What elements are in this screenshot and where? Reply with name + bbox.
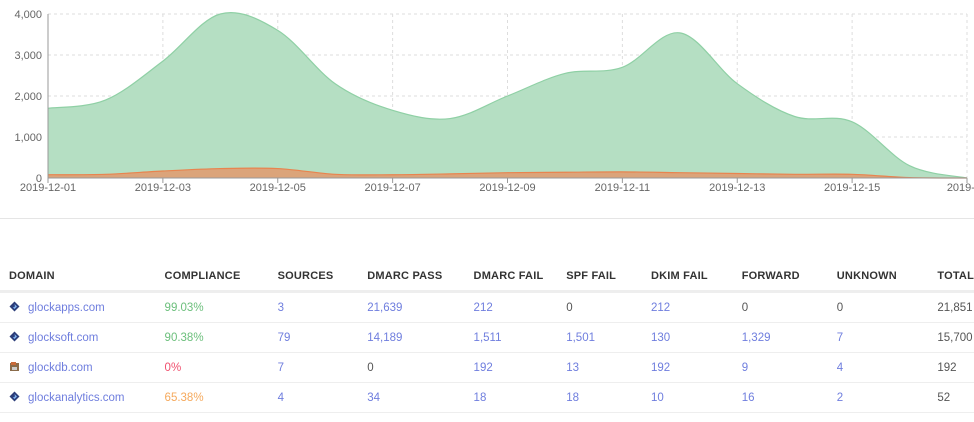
metric-cell[interactable]: 212: [641, 291, 733, 323]
metric-cell[interactable]: 7: [827, 322, 929, 353]
x-tick-label: 2019-12-01: [20, 182, 76, 194]
metric-cell[interactable]: 18: [557, 382, 642, 413]
compliance-cell: 90.38%: [155, 322, 269, 353]
total-cell: 52: [928, 382, 974, 413]
metric-cell[interactable]: 13: [557, 352, 642, 383]
glock-logo-icon: [9, 391, 20, 405]
area-compliant: [48, 12, 967, 179]
metric-cell: 0: [827, 291, 929, 323]
table-row: glocksoft.com 90.38% 79 14,189 1,511 1,501 130…: [0, 322, 974, 353]
metric-cell[interactable]: 130: [641, 322, 733, 353]
x-tick-label: 2019-12-11: [595, 182, 650, 194]
column-header-forward[interactable]: FORWARD: [732, 262, 828, 293]
metric-cell[interactable]: 1,501: [557, 322, 642, 353]
x-tick-label: 2019-12-07: [364, 182, 420, 194]
y-tick-label: 0: [36, 173, 42, 185]
table-row: glockdb.com 0% 7 0 192 13 192 9 4 192: [0, 352, 974, 383]
domain-cell: glockapps.com: [0, 291, 156, 323]
metric-cell[interactable]: 10: [641, 382, 733, 413]
x-tick-label: 2019-12-15: [824, 182, 880, 194]
metric-cell[interactable]: 4: [827, 352, 929, 383]
traffic-area-chart: 0 1,000 2,000 3,000 4,000 2019-12-01 2019-12-0…: [14, 9, 974, 194]
column-header-sources[interactable]: SOURCES: [268, 262, 359, 293]
column-header-dmarc-pass[interactable]: DMARC PASS: [358, 262, 465, 293]
total-cell: 192: [928, 352, 974, 383]
compliance-cell: 99.03%: [155, 291, 269, 323]
table-row: glockapps.com 99.03% 3 21,639 212 0 212 0 0 21,85…: [0, 291, 974, 323]
metric-cell: 0: [358, 352, 465, 383]
column-header-dmarc-fail[interactable]: DMARC FAIL: [464, 262, 558, 293]
domain-link[interactable]: glockdb.com: [28, 362, 93, 374]
metric-cell[interactable]: 16: [732, 382, 828, 413]
metric-cell[interactable]: 192: [464, 352, 558, 383]
x-tick-label: 2019-12-13: [709, 182, 765, 194]
total-cell: 15,700: [928, 322, 974, 353]
database-icon: [9, 361, 20, 375]
column-header-compliance[interactable]: COMPLIANCE: [155, 262, 269, 293]
domain-cell: glocksoft.com: [0, 322, 156, 353]
metric-cell[interactable]: 34: [358, 382, 465, 413]
glock-logo-icon: [9, 301, 20, 315]
metric-cell[interactable]: 18: [464, 382, 558, 413]
x-tick-label: 2019-12-03: [135, 182, 191, 194]
table-header-row: DOMAIN COMPLIANCE SOURCES DMARC PASS DMARC F…: [0, 262, 974, 293]
column-header-total[interactable]: TOTAL: [928, 262, 974, 293]
metric-cell[interactable]: 2: [827, 382, 929, 413]
domain-link[interactable]: glockapps.com: [28, 302, 105, 314]
column-header-spf-fail[interactable]: SPF FAIL: [557, 262, 642, 293]
metric-cell[interactable]: 79: [268, 322, 359, 353]
domain-link[interactable]: glockanalytics.com: [28, 392, 125, 404]
metric-cell[interactable]: 9: [732, 352, 828, 383]
metric-cell[interactable]: 192: [641, 352, 733, 383]
metric-cell[interactable]: 21,639: [358, 291, 465, 323]
table-row: glockanalytics.com 65.38% 4 34 18 18 10 16 2 52: [0, 382, 974, 413]
divider: [0, 218, 974, 219]
compliance-cell: 65.38%: [155, 382, 269, 413]
metric-cell[interactable]: 4: [268, 382, 359, 413]
x-tick-label: 2019-12: [947, 182, 974, 194]
metric-cell[interactable]: 1,511: [464, 322, 558, 353]
metric-cell[interactable]: 212: [464, 291, 558, 323]
x-tick-label: 2019-12-09: [479, 182, 535, 194]
metric-cell[interactable]: 3: [268, 291, 359, 323]
domain-cell: glockanalytics.com: [0, 382, 156, 413]
metric-cell[interactable]: 1,329: [732, 322, 828, 353]
y-tick-label: 3,000: [14, 50, 42, 62]
domain-link[interactable]: glocksoft.com: [28, 332, 99, 344]
y-tick-label: 1,000: [14, 132, 42, 144]
metric-cell[interactable]: 14,189: [358, 322, 465, 353]
column-header-unknown[interactable]: UNKNOWN: [827, 262, 929, 293]
domain-cell: glockdb.com: [0, 352, 156, 383]
metric-cell: 0: [732, 291, 828, 323]
column-header-dkim-fail[interactable]: DKIM FAIL: [641, 262, 733, 293]
total-cell: 21,851: [928, 291, 974, 323]
y-tick-label: 2,000: [14, 91, 42, 103]
line-compliant: [47, 12, 968, 179]
domains-table: DOMAIN COMPLIANCE SOURCES DMARC PASS DMARC F…: [0, 262, 974, 413]
metric-cell: 0: [557, 291, 642, 323]
compliance-cell: 0%: [155, 352, 269, 383]
metric-cell[interactable]: 7: [268, 352, 359, 383]
x-tick-label: 2019-12-05: [250, 182, 306, 194]
y-tick-label: 4,000: [14, 9, 42, 21]
glock-logo-icon: [9, 331, 20, 345]
column-header-domain[interactable]: DOMAIN: [0, 262, 156, 293]
line-failed: [47, 167, 968, 179]
